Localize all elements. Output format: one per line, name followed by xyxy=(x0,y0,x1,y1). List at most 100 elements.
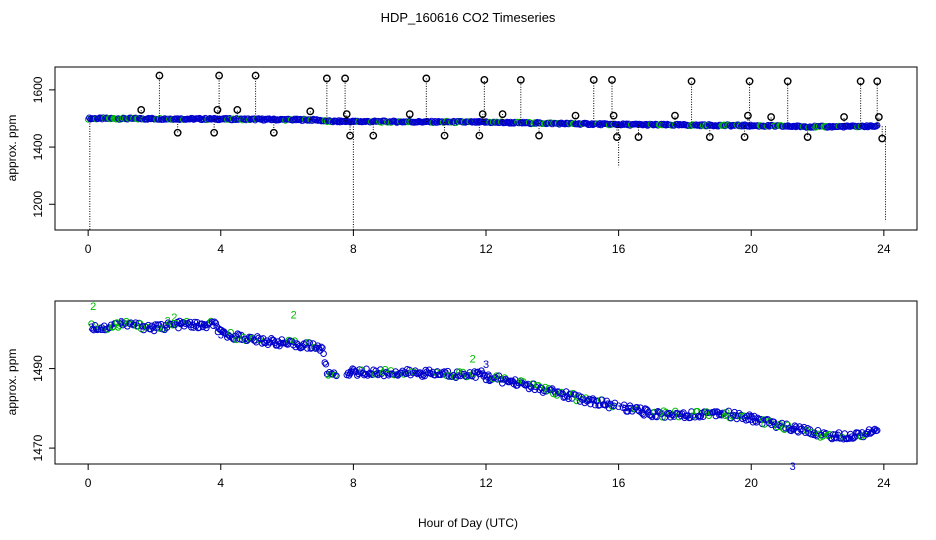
outlier-point xyxy=(173,128,182,137)
outlier-point xyxy=(233,105,242,114)
outlier-point xyxy=(346,131,354,140)
outlier-point xyxy=(341,74,349,83)
flag-label: 3 xyxy=(118,317,124,329)
data-point xyxy=(106,324,114,332)
data-point xyxy=(212,319,219,327)
x-tick-label: 24 xyxy=(877,476,891,490)
data-point xyxy=(208,318,216,326)
data-point xyxy=(832,431,839,438)
data-point xyxy=(360,371,368,379)
y-tick-label: 1470 xyxy=(31,434,45,461)
flag-label: 3 xyxy=(347,367,353,379)
x-tick-label: 12 xyxy=(479,242,493,256)
outlier-point xyxy=(535,131,543,140)
x-tick-label: 0 xyxy=(85,476,92,490)
data-point xyxy=(424,369,432,377)
x-tick-label: 4 xyxy=(217,476,224,490)
data-point xyxy=(386,370,394,378)
data-point xyxy=(304,345,311,352)
data-point xyxy=(711,408,719,415)
data-point xyxy=(92,325,100,333)
y-axis-label: approx. ppm xyxy=(5,115,19,182)
data-point xyxy=(731,408,738,416)
outlier-point xyxy=(744,111,752,120)
axes-layer: 0 4 8 12 16 20 24 1470 1490 xyxy=(31,355,891,490)
outlier-point xyxy=(608,75,616,84)
x-tick-label: 0 xyxy=(85,242,92,256)
data-point xyxy=(814,427,822,434)
outlier-point xyxy=(269,128,278,137)
flag-label: 3 xyxy=(483,359,489,371)
outlier-point xyxy=(322,74,331,83)
data-point xyxy=(761,421,768,428)
data-point xyxy=(356,366,363,373)
data-point xyxy=(611,399,619,407)
data-point xyxy=(358,366,366,374)
flag-label: 2 xyxy=(165,315,171,327)
flag-label: 3 xyxy=(616,401,622,413)
outlier-point xyxy=(740,133,749,141)
data-point xyxy=(872,122,880,130)
y-tick-label: 1490 xyxy=(31,355,45,382)
axes-layer: 0 4 8 12 16 20 24 1200 1400 1600 xyxy=(31,76,891,256)
x-tick-label: 8 xyxy=(350,476,357,490)
data-point xyxy=(587,400,594,408)
outlier-point xyxy=(210,128,219,137)
outlier-point xyxy=(671,111,679,120)
data-point xyxy=(413,369,420,377)
x-tick-label: 20 xyxy=(745,476,759,490)
outlier-point xyxy=(878,134,887,143)
data-point xyxy=(784,421,792,429)
outlier-point xyxy=(516,75,525,84)
data-point xyxy=(555,388,563,396)
outlier-point xyxy=(306,107,315,116)
outlier-point xyxy=(687,77,696,86)
outlier-point xyxy=(873,77,882,86)
data-point xyxy=(191,318,199,326)
outlier-point xyxy=(478,110,487,119)
outlier-point xyxy=(840,113,848,121)
flag-label: 2 xyxy=(171,312,177,324)
outlier-point xyxy=(251,71,260,80)
outlier-point xyxy=(874,113,883,121)
data-point xyxy=(659,414,666,421)
outlier-point xyxy=(213,105,222,114)
outlier-point xyxy=(745,77,754,86)
x-tick-label: 20 xyxy=(745,242,759,256)
data-point xyxy=(333,372,340,380)
data-point xyxy=(497,376,505,383)
x-tick-label: 8 xyxy=(350,242,357,256)
panel-full-range: approx. ppm 0 4 8 12 16 20 24 1200 1400 1600 xyxy=(5,66,918,256)
flag-label: 2 xyxy=(90,301,96,313)
flag-label: 3 xyxy=(790,461,796,473)
chart-title: HDP_160616 CO2 Timeseries xyxy=(381,10,556,25)
data-point xyxy=(321,359,329,366)
data-point xyxy=(624,408,632,415)
data-point xyxy=(408,368,416,376)
data-point xyxy=(850,434,858,442)
data-point xyxy=(95,326,102,333)
outlier-point xyxy=(589,75,598,84)
flag-label: 2 xyxy=(291,310,297,322)
flag-label: 3 xyxy=(88,322,94,334)
outlier-point xyxy=(609,111,618,120)
data-point xyxy=(557,390,564,397)
flag-label: 2 xyxy=(470,354,476,366)
outlier-point xyxy=(155,71,164,80)
y-tick-label: 1200 xyxy=(31,191,45,218)
outlier-point xyxy=(215,71,224,80)
outlier-point xyxy=(571,111,580,120)
data-point xyxy=(320,350,327,358)
flag-label: 3 xyxy=(218,329,224,341)
data-point xyxy=(663,410,671,417)
data-point xyxy=(558,388,565,396)
data-point xyxy=(604,400,612,408)
data-point xyxy=(610,402,618,410)
outlier-point xyxy=(634,133,643,141)
data-point xyxy=(485,371,492,379)
y-tick-label: 1400 xyxy=(31,133,45,160)
flag-label: 3 xyxy=(748,414,754,426)
data-point xyxy=(458,370,466,378)
